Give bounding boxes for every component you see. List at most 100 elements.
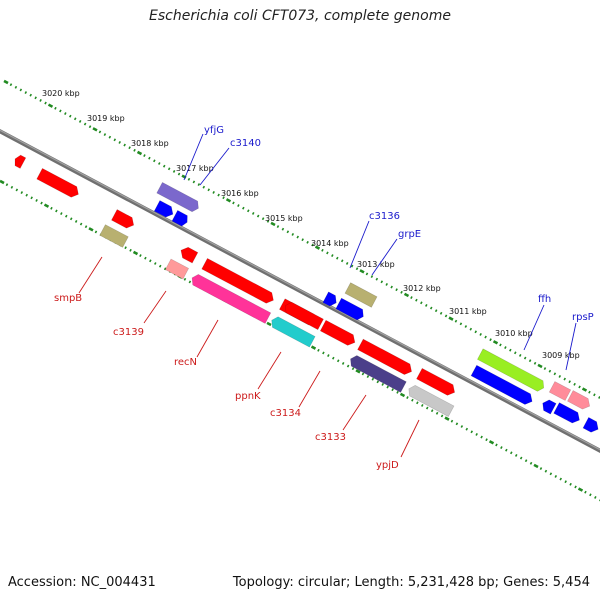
gene-yfjG[interactable]: yfjG	[156, 125, 224, 214]
gene-recN[interactable]: recN	[174, 273, 272, 368]
scale-tick-outer	[578, 385, 581, 389]
gene-c3136-shape[interactable]	[344, 282, 378, 308]
scale-tick-outer	[172, 169, 176, 173]
scale-tick-inner	[376, 380, 380, 384]
gene-c3134-shape[interactable]	[283, 300, 324, 331]
scale-label: 3018 kbp	[131, 139, 169, 148]
scale-tick-inner	[396, 390, 399, 394]
scale-tick-inner	[480, 435, 483, 439]
scale-tick-outer	[533, 361, 537, 365]
scale-tick-inner	[460, 425, 464, 428]
scale-tick-outer	[143, 154, 146, 158]
scale-tick-outer	[34, 96, 37, 100]
scale-tick-outer	[301, 238, 304, 242]
scale-tick-inner	[361, 372, 365, 376]
scale-tick-inner	[132, 250, 139, 256]
gene-label-c3136: c3136	[369, 211, 400, 222]
gene-arrow[interactable]	[36, 167, 81, 199]
gene-ypjD-shape[interactable]	[406, 383, 455, 417]
scale-tick-outer	[370, 275, 374, 278]
scale-tick-outer	[103, 133, 107, 137]
scale-tick-outer	[247, 209, 250, 213]
scale-tick-outer	[69, 114, 72, 118]
scale-tick-outer	[375, 277, 379, 281]
gene-grpE[interactable]: grpE	[335, 229, 421, 322]
scale-tick-outer	[306, 240, 309, 244]
gene-c3140-shape[interactable]	[171, 210, 190, 227]
gene-yfjG-shape[interactable]	[156, 181, 201, 213]
scale-tick-outer	[108, 135, 112, 139]
gene-ffh-shape[interactable]	[476, 348, 546, 393]
gene-c3134[interactable]: c3134	[270, 300, 324, 419]
scale-tick-inner	[129, 248, 132, 252]
scale-tick-outer	[514, 351, 517, 355]
gene-arrow[interactable]	[567, 390, 592, 412]
gene-grpE-shape[interactable]	[335, 297, 366, 322]
gene-recN-shape[interactable]	[189, 273, 272, 324]
gene-rpsP[interactable]: rpsP	[548, 312, 594, 401]
scale-tick-outer	[469, 327, 473, 331]
scale-label: 3014 kbp	[311, 239, 349, 248]
scale-tick-inner	[351, 367, 355, 371]
gene-rpsP-shape[interactable]	[548, 381, 572, 401]
gene-c3139-shape[interactable]	[164, 258, 190, 280]
scale-tick-inner	[0, 179, 5, 185]
gene-c3133-shape[interactable]	[348, 354, 407, 393]
gene-ypjD[interactable]: ypjD	[376, 383, 455, 471]
gene-label-ypjD: ypjD	[376, 460, 399, 471]
gene-label-grpE: grpE	[398, 229, 421, 240]
scale-tick-outer	[113, 138, 117, 142]
scale-tick-inner	[381, 383, 384, 386]
scale-tick-outer	[78, 120, 82, 123]
scale-tick-outer	[123, 143, 126, 147]
gene-arrow[interactable]	[153, 200, 176, 219]
gene-arrow[interactable]	[111, 209, 136, 231]
gene-arrow[interactable]	[582, 417, 600, 434]
gene-c3136[interactable]: c3136	[344, 211, 400, 308]
scale-tick-outer	[350, 264, 354, 268]
gene-c3133[interactable]: c3133	[315, 354, 407, 443]
gene-smpB[interactable]: smpB	[54, 224, 129, 304]
gene-ffh[interactable]: ffh	[476, 294, 551, 393]
gene-arrow[interactable]	[416, 367, 458, 397]
gene-arrow[interactable]	[12, 154, 27, 169]
scale-tick-outer	[44, 101, 47, 105]
scale-tick-outer	[148, 156, 151, 160]
gene-arrow[interactable]	[322, 291, 339, 308]
genome-summary-text: Topology: circular; Length: 5,231,428 bp…	[232, 575, 590, 590]
scale-tick-inner	[65, 214, 68, 218]
scale-tick-outer	[39, 98, 42, 102]
scale-tick-outer	[256, 214, 260, 218]
scale-tick-outer	[420, 301, 423, 305]
gene-arrow[interactable]	[201, 257, 277, 305]
scale-tick-inner	[519, 456, 523, 460]
scale-tick-outer	[167, 167, 171, 171]
scale-tick-outer	[537, 363, 543, 369]
gene-arrow[interactable]	[357, 338, 415, 377]
gene-ppnK-shape[interactable]	[269, 315, 316, 348]
scale-tick-inner	[391, 388, 394, 392]
scale-tick-outer	[474, 330, 477, 334]
scale-tick-outer	[425, 304, 428, 307]
gene-c3140[interactable]: c3140	[171, 138, 261, 228]
scale-tick-inner	[411, 398, 414, 402]
reverse-genes: smpB c3139 recN ppnK	[54, 224, 455, 471]
gene-arrow[interactable]	[540, 398, 557, 415]
scale-tick-inner	[50, 206, 53, 210]
scale-tick-outer	[83, 122, 87, 126]
scale-tick-inner	[495, 443, 498, 447]
gene-arrow[interactable]	[553, 402, 583, 426]
gene-arrow[interactable]	[470, 364, 535, 407]
scale-tick-outer	[415, 298, 418, 302]
scale-tick-outer	[59, 109, 62, 113]
scale-tick-inner	[440, 414, 444, 418]
scale-tick-inner	[183, 277, 187, 281]
scale-tick-outer	[548, 369, 552, 373]
gene-c3139[interactable]: c3139	[113, 258, 190, 338]
gene-smpB-shape[interactable]	[99, 224, 129, 248]
gene-arrow[interactable]	[319, 319, 357, 347]
scale-tick-outer	[331, 254, 334, 257]
gene-ppnK[interactable]: ppnK	[235, 315, 316, 402]
gene-arrow[interactable]	[178, 245, 199, 264]
